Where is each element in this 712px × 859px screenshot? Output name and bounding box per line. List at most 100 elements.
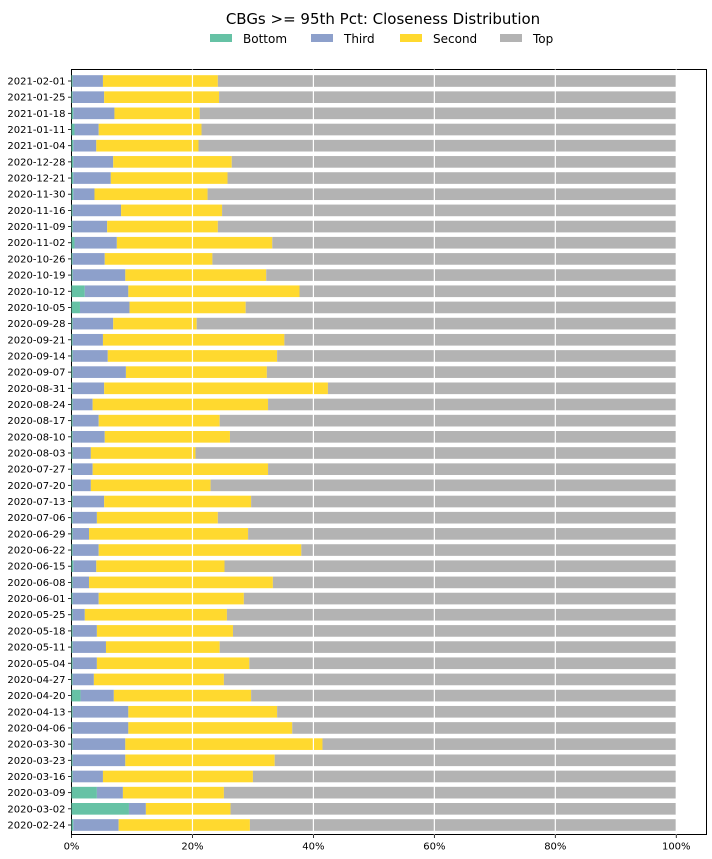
bar-bottom-2020-08-17: [71, 414, 73, 427]
y-tick-label: 2020-02-24: [7, 821, 65, 832]
bar-bottom-2020-03-16: [71, 770, 73, 783]
bar-third-2020-08-24: [72, 398, 93, 411]
bar-bottom-2020-09-07: [71, 366, 73, 378]
bar-bottom-2020-10-05: [71, 301, 80, 314]
bar-top-2020-04-27: [223, 673, 677, 686]
bar-third-2020-03-09: [96, 786, 123, 799]
bar-top-2021-01-25: [219, 91, 677, 103]
y-tick-label: 2020-05-04: [7, 659, 65, 670]
y-tick-label: 2020-03-09: [7, 788, 65, 799]
y-tick-label: 2020-08-17: [7, 416, 65, 427]
bar-second-2020-06-08: [89, 576, 273, 589]
bar-top-2020-10-26: [212, 253, 677, 265]
bar-third-2020-06-01: [72, 592, 99, 605]
bar-bottom-2020-07-20: [71, 479, 73, 492]
bar-bottom-2020-05-18: [71, 625, 73, 637]
bar-third-2020-07-06: [72, 511, 97, 524]
bar-second-2020-07-27: [92, 463, 269, 475]
legend-item-second: Second: [400, 32, 477, 46]
y-tick-label: 2020-03-02: [7, 804, 65, 815]
bar-top-2020-11-16: [222, 204, 677, 217]
bar-top-2020-12-28: [231, 156, 677, 168]
y-tick-label: 2020-07-20: [7, 481, 65, 492]
bar-third-2020-06-22: [72, 544, 99, 556]
bar-bottom-2020-04-13: [71, 705, 73, 718]
bar-second-2020-05-11: [105, 641, 220, 653]
y-tick-label: 2020-07-27: [7, 465, 65, 476]
y-tick-label: 2020-10-12: [7, 287, 65, 298]
bar-third-2020-02-24: [73, 819, 119, 831]
y-tick-label: 2020-04-27: [7, 675, 65, 686]
bar-bottom-2020-12-28: [71, 156, 74, 168]
y-tick-label: 2020-11-16: [7, 206, 65, 217]
bar-bottom-2021-02-01: [71, 75, 73, 87]
bar-third-2020-08-17: [72, 414, 99, 427]
bar-bottom-2020-03-23: [71, 754, 73, 767]
bar-second-2020-04-13: [128, 705, 278, 718]
bar-third-2020-07-27: [72, 463, 93, 475]
bar-bottom-2020-08-10: [71, 431, 73, 443]
x-tick-label: 40%: [302, 842, 324, 853]
y-tick-label: 2020-04-20: [7, 691, 65, 702]
bar-third-2020-03-23: [72, 754, 126, 767]
bar-second-2020-11-30: [94, 188, 208, 201]
bar-bottom-2020-09-14: [71, 350, 73, 362]
bar-top-2020-03-23: [274, 754, 677, 767]
y-tick-label: 2021-01-18: [7, 109, 65, 120]
y-tick-label: 2020-08-31: [7, 384, 65, 395]
legend-label: Second: [433, 32, 477, 46]
bar-bottom-2020-11-16: [71, 204, 73, 217]
bar-top-2020-12-21: [227, 172, 677, 184]
bar-top-2021-01-04: [198, 139, 677, 152]
y-tick-label: 2020-05-11: [7, 643, 65, 654]
legend-item-top: Top: [500, 32, 553, 46]
y-tick-label: 2020-08-10: [7, 432, 65, 443]
bar-top-2020-04-13: [277, 705, 677, 718]
bar-bottom-2020-07-06: [71, 511, 73, 524]
bar-third-2020-06-29: [72, 528, 90, 540]
y-tick-label: 2020-03-30: [7, 740, 65, 751]
legend-swatch: [400, 34, 422, 42]
bar-top-2020-09-14: [277, 350, 677, 362]
y-tick-label: 2020-05-18: [7, 626, 65, 637]
bar-second-2020-09-07: [125, 366, 267, 378]
bar-third-2020-09-14: [72, 350, 108, 362]
bar-top-2020-03-09: [223, 786, 677, 799]
bar-bottom-2020-05-11: [71, 641, 73, 653]
bar-bottom-2020-06-08: [71, 576, 73, 589]
bar-bottom-2020-06-01: [71, 592, 73, 605]
bar-third-2020-08-10: [72, 431, 105, 443]
bar-bottom-2021-01-11: [71, 123, 75, 136]
x-tick-label: 60%: [423, 842, 445, 853]
bar-bottom-2020-03-02: [71, 803, 129, 815]
bar-second-2021-01-18: [114, 107, 200, 120]
y-tick-label: 2020-06-22: [7, 546, 65, 557]
bar-top-2020-08-31: [327, 382, 677, 395]
bar-second-2020-04-06: [128, 722, 293, 734]
y-tick-label: 2020-09-14: [7, 351, 65, 362]
bar-top-2020-06-08: [272, 576, 677, 589]
bar-top-2020-05-04: [249, 657, 677, 670]
y-tick-label: 2020-06-15: [7, 562, 65, 573]
bar-top-2020-11-02: [272, 236, 677, 249]
bar-bottom-2020-03-30: [71, 738, 73, 750]
y-tick-label: 2020-09-28: [7, 319, 65, 330]
bar-second-2020-09-21: [102, 333, 285, 346]
bar-third-2020-05-04: [72, 657, 97, 670]
x-tick-label: 0%: [64, 842, 80, 853]
bar-bottom-2020-04-06: [71, 722, 73, 734]
bar-bottom-2020-03-09: [71, 786, 97, 799]
bar-third-2020-09-28: [72, 317, 114, 330]
bar-third-2021-01-04: [73, 139, 97, 152]
bar-second-2020-06-22: [98, 544, 302, 556]
bar-top-2020-08-24: [268, 398, 677, 411]
bar-third-2020-03-16: [72, 770, 103, 783]
bar-second-2020-11-09: [107, 220, 218, 233]
bar-bottom-2021-01-18: [71, 107, 74, 120]
y-tick-label: 2020-12-21: [7, 174, 65, 185]
y-tick-label: 2020-07-13: [7, 497, 65, 508]
bar-second-2020-12-28: [113, 156, 232, 168]
bar-second-2020-06-15: [96, 560, 225, 573]
bar-second-2021-01-11: [98, 123, 202, 136]
